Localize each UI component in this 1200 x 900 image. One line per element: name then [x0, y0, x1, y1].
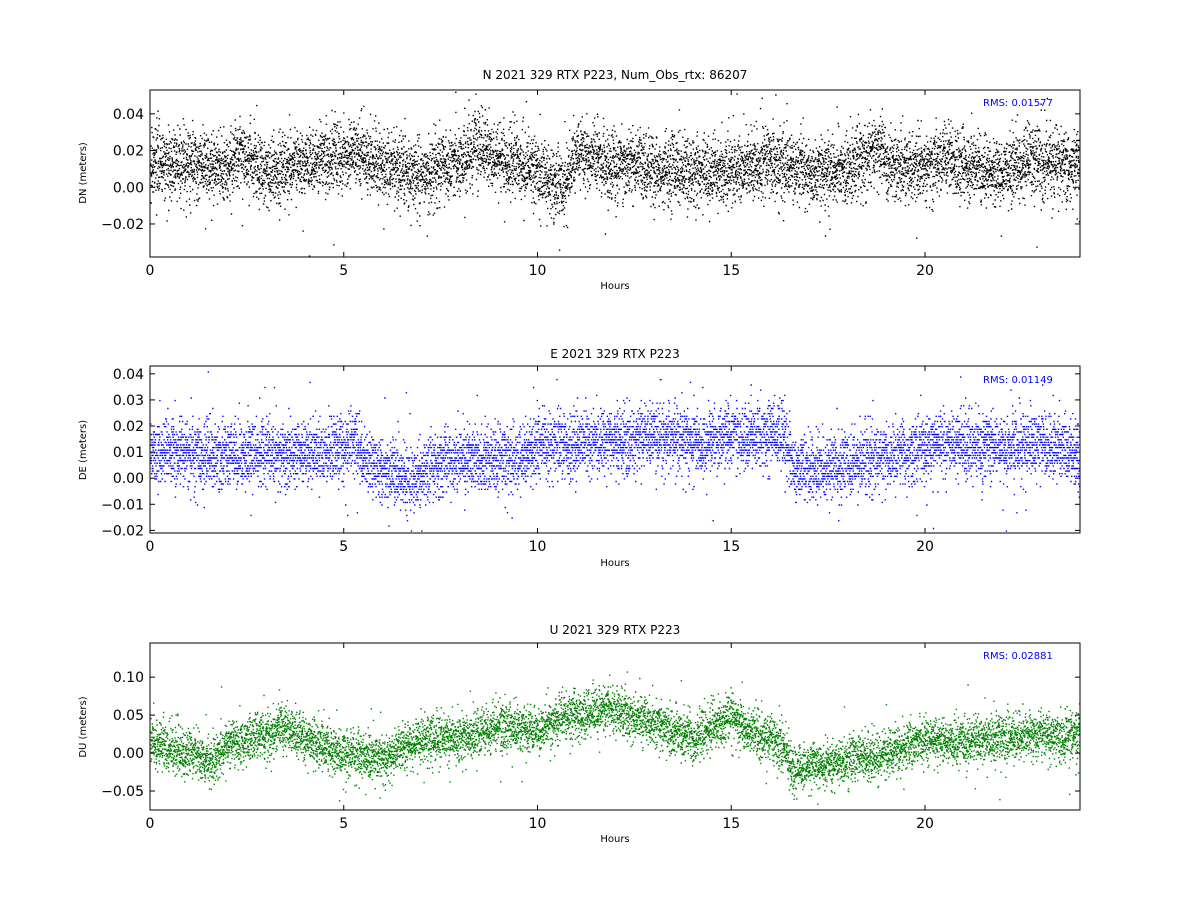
y-tick-label: 0.00 — [113, 180, 144, 196]
x-tick-label: 20 — [916, 816, 934, 832]
x-tick-label: 10 — [529, 263, 547, 279]
plot-frame — [149, 365, 1081, 534]
data-points — [150, 91, 1080, 257]
y-axis-label: DE (meters) — [78, 420, 89, 480]
x-tick-label: 10 — [529, 539, 547, 555]
ticks-layer: 0 5 10 15 20 −0.02 0.00 0.02 0.04 — [101, 90, 1080, 279]
y-tick-label: 0.02 — [113, 144, 144, 160]
ticks-layer: 0 5 10 15 20 −0.02 −0.01 0.00 0.01 0.02 0.03 0.04 — [101, 366, 1080, 555]
y-tick-label: 0.10 — [113, 670, 144, 686]
y-tick-label: 0.04 — [113, 367, 144, 383]
plot-frame — [149, 642, 1081, 811]
x-tick-label: 0 — [146, 816, 155, 832]
rms-annotation: RMS: 0.01577 — [983, 98, 1053, 109]
x-tick-label: 15 — [722, 816, 740, 832]
chart-title: N 2021 329 RTX P223, Num_Obs_rtx: 86207 — [483, 68, 748, 82]
plot-frame — [149, 89, 1081, 258]
panel-east: E 2021 329 RTX P223 0 5 10 15 20 −0.02 −0.01 0.… — [78, 347, 1081, 569]
ticks-layer: 0 5 10 15 20 −0.05 0.00 0.05 0.10 — [101, 643, 1080, 832]
x-tick-label: 10 — [529, 816, 547, 832]
y-tick-label: 0.00 — [113, 746, 144, 762]
y-tick-label: 0.01 — [113, 445, 144, 461]
y-tick-label: 0.00 — [113, 471, 144, 487]
panel-up: U 2021 329 RTX P223 0 5 10 15 20 −0.05 0.00 0.0… — [78, 623, 1081, 845]
x-axis-label: Hours — [600, 558, 629, 569]
y-tick-label: −0.02 — [101, 523, 144, 539]
x-tick-label: 20 — [916, 539, 934, 555]
y-tick-label: −0.05 — [101, 784, 144, 800]
x-tick-label: 0 — [146, 263, 155, 279]
x-tick-label: 5 — [339, 263, 348, 279]
panel-north: N 2021 329 RTX P223, Num_Obs_rtx: 86207 … — [78, 68, 1081, 292]
points-layer — [150, 671, 1080, 805]
rms-annotation: RMS: 0.01149 — [983, 375, 1053, 386]
x-tick-label: 5 — [339, 816, 348, 832]
chart-title: U 2021 329 RTX P223 — [550, 623, 681, 637]
y-axis-label: DN (meters) — [78, 142, 89, 204]
y-tick-label: 0.03 — [113, 393, 144, 409]
x-axis-label: Hours — [600, 281, 629, 292]
rms-annotation: RMS: 0.02881 — [983, 651, 1053, 662]
x-axis-label: Hours — [600, 834, 629, 845]
chart-title: E 2021 329 RTX P223 — [550, 347, 679, 361]
y-tick-label: 0.05 — [113, 708, 144, 724]
y-tick-label: 0.02 — [113, 419, 144, 435]
x-tick-label: 5 — [339, 539, 348, 555]
y-tick-label: 0.04 — [113, 107, 144, 123]
x-tick-label: 0 — [146, 539, 155, 555]
x-tick-label: 20 — [916, 263, 934, 279]
y-tick-label: −0.01 — [101, 497, 144, 513]
y-axis-label: DU (meters) — [78, 696, 89, 757]
y-tick-label: −0.02 — [101, 217, 144, 233]
x-tick-label: 15 — [722, 539, 740, 555]
x-tick-label: 15 — [722, 263, 740, 279]
data-points — [150, 671, 1080, 805]
points-layer — [150, 91, 1080, 257]
